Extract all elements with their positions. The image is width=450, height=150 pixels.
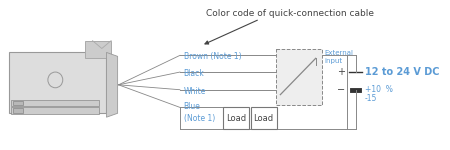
Text: −: − (338, 85, 346, 95)
Text: White: White (184, 87, 206, 96)
Text: 12 to 24 V DC: 12 to 24 V DC (365, 67, 440, 77)
Text: Black: Black (184, 69, 204, 78)
Bar (11, 107, 99, 114)
Text: Load: Load (253, 114, 274, 123)
Text: Load: Load (225, 114, 246, 123)
Text: +10  %: +10 % (365, 85, 393, 94)
Bar (9, 52, 107, 113)
Text: Brown (Note 1): Brown (Note 1) (184, 52, 241, 62)
Bar (85, 41, 111, 58)
Bar (223, 107, 249, 129)
Bar (14, 108, 23, 113)
Text: Color code of quick-connection cable: Color code of quick-connection cable (206, 9, 374, 18)
Text: -15: -15 (365, 94, 378, 103)
Polygon shape (107, 52, 117, 117)
Bar (276, 48, 322, 105)
Text: Blue
(Note 1): Blue (Note 1) (184, 102, 215, 123)
Text: +: + (338, 67, 346, 77)
Text: External
input: External input (324, 50, 353, 64)
Bar (14, 100, 23, 105)
Bar (11, 100, 99, 106)
Bar (251, 107, 277, 129)
